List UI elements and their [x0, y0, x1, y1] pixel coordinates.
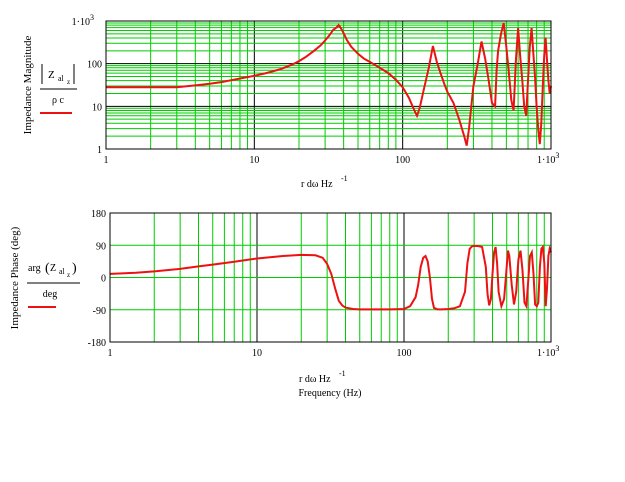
- y-tick-label: 180: [91, 209, 106, 220]
- y-tick-label: 90: [96, 241, 106, 252]
- x-tick-label: 1·103: [537, 151, 559, 166]
- y-tick-label: -90: [93, 306, 106, 317]
- x-tick-label-exponent: 3: [555, 344, 559, 353]
- magnitude-x-axis-label: r dω Hz -1: [301, 174, 348, 190]
- phase-y-axis-label: Impedance Phase (deg): [9, 226, 21, 329]
- x-tick-label: 10: [249, 155, 259, 166]
- x-tick-label: 10: [252, 348, 262, 359]
- phase-series-line: [109, 244, 552, 311]
- x-tick-label: 1: [104, 155, 109, 166]
- magnitude-y-axis-label: Impedance Magnitude: [22, 36, 34, 135]
- x-tick-label-exponent: 3: [555, 151, 559, 160]
- phase-legend-z: Z: [50, 263, 56, 274]
- magnitude-x-axis-label-sup: -1: [341, 174, 348, 183]
- magnitude-grid: [106, 21, 551, 149]
- magnitude-legend-z: Z: [48, 69, 55, 81]
- phase-x-axis-label: r dω Hz -1 Frequency (Hz): [298, 369, 361, 399]
- phase-legend-arg: arg: [28, 263, 41, 274]
- x-tick-label: 1·103: [537, 344, 559, 359]
- phase-legend-denominator: deg: [43, 289, 57, 300]
- phase-legend: arg ( Z al z ) deg: [27, 261, 80, 308]
- phase-legend-open-paren: (: [45, 261, 50, 276]
- y-tick-label: -180: [88, 338, 106, 349]
- phase-x-axis-label-main: r dω Hz: [299, 374, 331, 385]
- y-tick-label: 0: [101, 274, 106, 285]
- y-tick-label: 100: [87, 60, 102, 71]
- y-tick-label: 1: [97, 145, 102, 156]
- magnitude-legend-denominator: ρ c: [52, 95, 64, 106]
- phase-x-axis-label-sup: -1: [339, 369, 346, 378]
- magnitude-plot-frame: [105, 20, 552, 150]
- magnitude-legend: Z al z ρ c: [40, 64, 77, 114]
- magnitude-x-axis-label-main: r dω Hz: [301, 179, 333, 190]
- y-tick-label-exponent: 3: [90, 13, 94, 22]
- magnitude-legend-subsub: z: [67, 78, 70, 86]
- y-tick-label: 10: [92, 102, 102, 113]
- magnitude-tick-labels: 1 10 100 1·103 1 10 100 1·103: [72, 13, 560, 166]
- magnitude-series-line: [106, 22, 552, 146]
- phase-legend-close-paren: ): [72, 261, 77, 276]
- y-tick-label: 1·103: [72, 13, 94, 28]
- x-tick-label: 100: [395, 155, 410, 166]
- phase-tick-labels: 1 10 100 1·103 180 90 0 -90 -180: [88, 209, 560, 359]
- phase-plot-frame: [109, 212, 552, 343]
- phase-legend-subsub: z: [67, 271, 70, 279]
- phase-x-axis-title: Frequency (Hz): [298, 388, 361, 399]
- x-tick-label: 100: [397, 348, 412, 359]
- magnitude-chart: 1 10 100 1·103 1 10 100 1·103 Impedance Magnitu…: [22, 13, 559, 190]
- phase-grid: [110, 213, 551, 342]
- phase-legend-sub: al: [59, 267, 66, 276]
- magnitude-legend-sub: al: [58, 74, 65, 83]
- x-tick-label: 1: [108, 348, 113, 359]
- phase-chart: 1 10 100 1·103 180 90 0 -90 -180 Impedance Phase…: [9, 209, 559, 399]
